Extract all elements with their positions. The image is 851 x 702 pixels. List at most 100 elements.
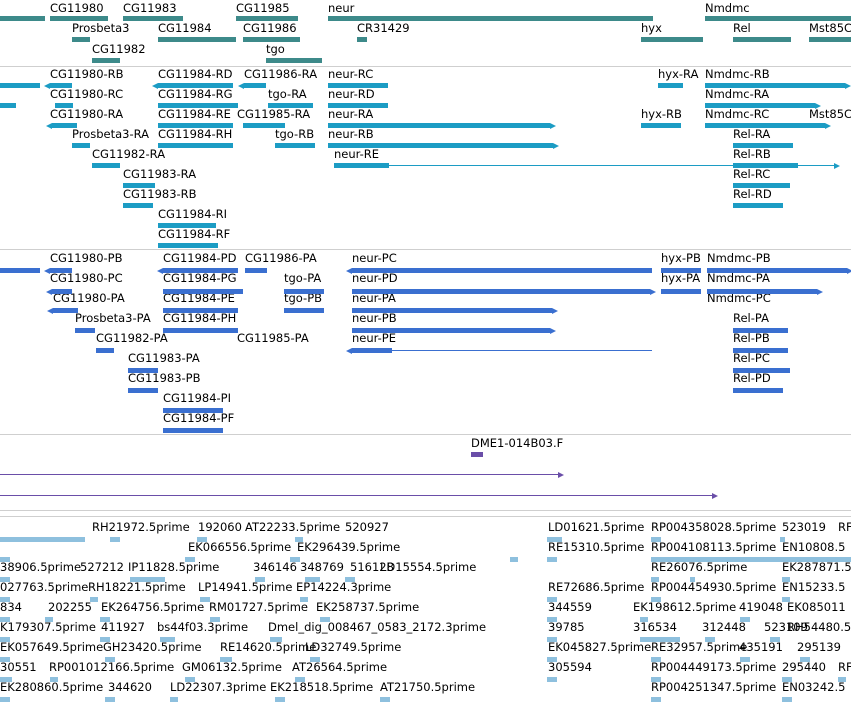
gene-label[interactable]: CR31429 [357, 21, 410, 35]
transcript-label[interactable]: Nmdmc-PB [707, 251, 771, 265]
transcript-label[interactable]: Rel-RC [733, 167, 771, 181]
est-label[interactable]: EN10808.5 [782, 540, 846, 554]
transcript-label[interactable]: hyx-PA [661, 271, 701, 285]
transcript-label[interactable]: CG11985-RA [237, 107, 311, 121]
est-label[interactable]: RP004449173.5prime [651, 660, 777, 674]
transcript-label[interactable]: Prosbeta3-PA [75, 311, 151, 325]
gene-label[interactable]: hyx [641, 21, 662, 35]
transcript-label[interactable]: CG11984-PD [163, 251, 237, 265]
est-label[interactable]: EK198612.5prime [633, 600, 737, 614]
est-label[interactable]: 027763.5prime [0, 580, 89, 594]
transcript-label[interactable]: neur-RA [328, 107, 374, 121]
transcript-label[interactable]: CG11980-RC [50, 87, 124, 101]
transcript-label[interactable]: tgo-PB [284, 291, 323, 305]
transcript-label[interactable]: CG11982-PA [96, 331, 168, 345]
est-label[interactable]: RP004251347.5prime [651, 680, 777, 694]
est-label[interactable]: EK066556.5prime [188, 540, 292, 554]
est-label[interactable]: 516128 [350, 560, 394, 574]
est-label[interactable]: LD01621.5prime [548, 520, 645, 534]
transcript-label[interactable]: CG11986-RA [244, 67, 318, 81]
est-label[interactable]: EK280860.5prime [0, 680, 104, 694]
transcript-label[interactable]: CG11984-PI [163, 391, 232, 405]
transcript-label[interactable]: CG11983-PA [128, 351, 200, 365]
est-label[interactable]: RE14620.5prime [220, 640, 317, 654]
transcript-label[interactable]: CG11984-RG [158, 87, 233, 101]
est-label[interactable]: RM01727.5prime [209, 600, 308, 614]
transcript-label[interactable]: neur-RC [328, 67, 374, 81]
transcript-label[interactable]: CG11983-RA [123, 167, 197, 181]
transcript-label[interactable]: tgo-RB [275, 127, 315, 141]
est-label[interactable]: LD32749.5prime [305, 640, 402, 654]
gene-label[interactable]: Mst85C [809, 21, 851, 35]
transcript-label[interactable]: CG11984-RI [158, 207, 228, 221]
transcript-label[interactable]: Rel-RD [733, 187, 772, 201]
gene-label[interactable]: CG11982 [92, 42, 146, 56]
transcript-label[interactable]: CG11983-RB [123, 187, 197, 201]
est-label[interactable]: 520927 [345, 520, 389, 534]
transcript-label[interactable]: neur-PC [352, 251, 397, 265]
transcript-label[interactable]: tgo-PA [284, 271, 322, 285]
est-label[interactable]: 344620 [108, 680, 152, 694]
transcript-label[interactable]: CG11980-RB [50, 67, 124, 81]
transcript-label[interactable]: Mst85C [809, 107, 851, 121]
gene-label[interactable]: CG11985 [236, 1, 290, 15]
transcript-label[interactable]: CG11980-PA [53, 291, 125, 305]
est-label[interactable]: 38906.5prime [0, 560, 82, 574]
est-label[interactable]: RP004108113.5prime [651, 540, 777, 554]
transcript-label[interactable]: Nmdmc-RA [705, 87, 770, 101]
est-label[interactable]: EK057649.5prime [0, 640, 104, 654]
est-label[interactable]: RF [838, 660, 851, 674]
transcript-label[interactable]: CG11984-RE [158, 107, 231, 121]
est-label[interactable]: EK085011 [787, 600, 846, 614]
gene-label[interactable]: Rel [733, 21, 751, 35]
transcript-label[interactable]: neur-RE [334, 147, 380, 161]
transcript-label[interactable]: neur-PA [352, 291, 396, 305]
est-label[interactable]: EP14224.3prime [296, 580, 392, 594]
est-label[interactable]: RP001012166.5prime [49, 660, 175, 674]
est-label[interactable]: EK287871.5prime [782, 560, 851, 574]
est-label[interactable]: RP004358028.5prime [651, 520, 777, 534]
transcript-label[interactable]: Rel-RA [733, 127, 771, 141]
transcript-label[interactable]: tgo-RA [268, 87, 307, 101]
est-label[interactable]: 202255 [48, 600, 92, 614]
transcript-label[interactable]: hyx-RA [658, 67, 699, 81]
transcript-label[interactable]: Rel-PB [733, 331, 770, 345]
transcript-label[interactable]: CG11984-PG [163, 271, 237, 285]
transcript-label[interactable]: CG11986-PA [245, 251, 317, 265]
transcript-label[interactable]: CG11984-PE [163, 291, 235, 305]
transcript-label[interactable]: Nmdmc-RB [705, 67, 770, 81]
est-label[interactable]: EK045827.5prime [548, 640, 652, 654]
transcript-label[interactable]: CG11985-PA [237, 331, 309, 345]
transcript-label[interactable]: CG11984-PH [163, 311, 237, 325]
est-label[interactable]: 834 [0, 600, 22, 614]
gene-label[interactable]: CG11986 [243, 21, 297, 35]
transcript-label[interactable]: CG11982-RA [92, 147, 166, 161]
transcript-label[interactable]: Rel-RB [733, 147, 771, 161]
transcript-label[interactable]: Rel-PC [733, 351, 770, 365]
est-label[interactable]: RP004454930.5prime [651, 580, 777, 594]
est-label[interactable]: RF [838, 520, 851, 534]
est-label[interactable]: 411927 [101, 620, 145, 634]
est-label[interactable]: 312448 [702, 620, 746, 634]
transcript-label[interactable]: Prosbeta3-RA [72, 127, 150, 141]
est-label[interactable]: 305594 [548, 660, 592, 674]
transcript-label[interactable]: Nmdmc-PC [707, 291, 771, 305]
est-label[interactable]: RH21972.5prime [92, 520, 190, 534]
transcript-label[interactable]: CG11984-RF [158, 227, 231, 241]
est-label[interactable]: RH18221.5prime [88, 580, 186, 594]
est-label[interactable]: EK264756.5prime [101, 600, 205, 614]
transcript-label[interactable]: CG11980-PC [50, 271, 123, 285]
gene-label[interactable]: CG11980 [50, 1, 104, 15]
est-label[interactable]: EK258737.5prime [316, 600, 420, 614]
transcript-label[interactable]: CG11983-PB [128, 371, 201, 385]
est-label[interactable]: K179307.5prime [0, 620, 96, 634]
gene-label[interactable]: CG11984 [158, 21, 212, 35]
est-label[interactable]: 527212 [80, 560, 124, 574]
clone-label[interactable]: DME1-014B03.F [471, 436, 564, 450]
transcript-label[interactable]: Nmdmc-RC [705, 107, 770, 121]
est-label[interactable]: 523019 [782, 520, 826, 534]
est-label[interactable]: 316534 [633, 620, 677, 634]
est-label[interactable]: bs44f03.3prime [157, 620, 249, 634]
est-label[interactable]: RE26076.5prime [651, 560, 748, 574]
est-label[interactable]: 419048 [739, 600, 783, 614]
